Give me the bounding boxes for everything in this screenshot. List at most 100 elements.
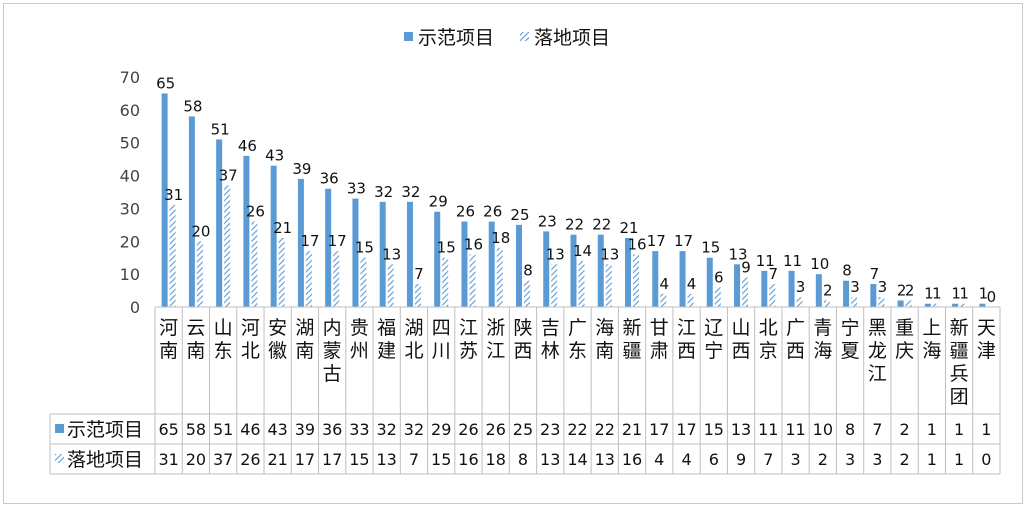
data-label-landed: 1 (932, 285, 942, 303)
category-label: 湖北 (404, 317, 423, 362)
table-cell: 0 (981, 450, 991, 469)
bar-landed (224, 185, 231, 307)
table-cell: 39 (295, 420, 315, 439)
table-cell: 16 (458, 450, 478, 469)
table-cell: 15 (704, 420, 724, 439)
table-cell: 17 (322, 450, 342, 469)
category-label: 重庆 (895, 317, 914, 362)
table-cell: 7 (763, 450, 773, 469)
bar-demo (379, 201, 386, 307)
bar-demo (515, 224, 522, 307)
bar-demo (216, 139, 223, 307)
bar-landed (796, 297, 803, 307)
bar-demo (488, 221, 495, 307)
data-label-landed: 9 (741, 258, 751, 276)
bar-demo (461, 221, 468, 307)
bar-demo (952, 303, 959, 307)
category-label: 云南 (186, 317, 205, 362)
table-cell: 22 (595, 420, 615, 439)
y-tick-label: 20 (120, 232, 140, 251)
table-cell: 17 (649, 420, 669, 439)
data-label-demo: 43 (265, 147, 284, 165)
bar-landed (523, 280, 530, 307)
table-cell: 25 (513, 420, 533, 439)
bar-landed (196, 241, 203, 307)
table-cell: 14 (567, 450, 587, 469)
table-cell: 32 (377, 420, 397, 439)
bar-demo (979, 303, 986, 307)
data-label-landed: 18 (491, 229, 510, 247)
category-label: 福建 (377, 317, 396, 362)
table-cell: 20 (186, 450, 206, 469)
category-label: 江苏 (459, 317, 478, 362)
table-cell: 23 (540, 420, 560, 439)
bar-landed (414, 284, 421, 307)
category-label: 甘肃 (650, 317, 669, 362)
category-label: 山东 (214, 317, 233, 362)
data-label-landed: 14 (573, 242, 592, 260)
category-label: 浙江 (486, 317, 505, 362)
bar-landed (905, 300, 912, 307)
data-label-demo: 21 (619, 219, 638, 237)
data-label-demo: 7 (870, 265, 880, 283)
category-label: 辽宁 (704, 317, 723, 362)
data-label-demo: 1 (979, 285, 989, 303)
table-cell: 1 (954, 420, 964, 439)
bar-landed (551, 264, 558, 307)
bar-demo (270, 165, 277, 307)
table-cell: 26 (458, 420, 478, 439)
category-label: 吉林 (541, 317, 560, 362)
table-cell: 3 (845, 450, 855, 469)
data-label-landed: 17 (328, 232, 347, 250)
data-label-landed: 6 (714, 268, 724, 286)
category-label: 湖南 (295, 317, 314, 362)
bar-demo (679, 251, 686, 307)
category-label: 北京 (759, 317, 778, 362)
bar-demo (815, 274, 822, 307)
category-label: 江西 (677, 317, 696, 362)
y-tick-label: 30 (120, 199, 140, 218)
data-label-demo: 26 (483, 203, 502, 221)
data-label-demo: 11 (783, 252, 802, 270)
bar-demo (543, 231, 550, 307)
legend: 示范项目 落地项目 (404, 27, 610, 49)
table-cell: 58 (186, 420, 206, 439)
bar-demo (188, 116, 195, 307)
table-cell: 10 (813, 420, 833, 439)
bars: 6531582051374626432139173617331532133272… (156, 74, 996, 307)
table-cell: 6 (709, 450, 719, 469)
table-cell: 3 (790, 450, 800, 469)
data-label-landed: 3 (878, 278, 888, 296)
bar-landed (333, 251, 340, 307)
data-label-landed: 16 (464, 235, 483, 253)
data-label-demo: 32 (374, 183, 393, 201)
table-cell: 8 (845, 420, 855, 439)
bar-landed (769, 284, 776, 307)
category-label: 山西 (732, 317, 751, 362)
y-tick-label: 70 (120, 68, 140, 87)
bar-landed (687, 293, 694, 307)
table-cell: 13 (595, 450, 615, 469)
data-label-landed: 37 (219, 166, 238, 184)
bar-landed (714, 287, 721, 307)
table-cell: 13 (540, 450, 560, 469)
table-cell: 21 (622, 420, 642, 439)
data-label-demo: 36 (320, 170, 339, 188)
data-label-demo: 10 (810, 255, 829, 273)
category-label: 天津 (977, 317, 996, 362)
table-cell: 22 (567, 420, 587, 439)
table-cell: 15 (349, 450, 369, 469)
data-label-demo: 32 (401, 183, 420, 201)
category-label: 陕西 (513, 317, 532, 362)
table-cell: 26 (486, 420, 506, 439)
bar-landed (305, 251, 312, 307)
table-cell: 1 (927, 450, 937, 469)
table-row-landed-header: 落地项目 (67, 449, 143, 471)
bar-landed (578, 261, 585, 307)
data-label-landed: 2 (823, 281, 833, 299)
y-tick-label: 10 (120, 265, 140, 284)
bar-landed (823, 300, 830, 307)
bar-demo (870, 284, 877, 307)
table-cell: 13 (731, 420, 751, 439)
bar-demo (297, 178, 304, 307)
